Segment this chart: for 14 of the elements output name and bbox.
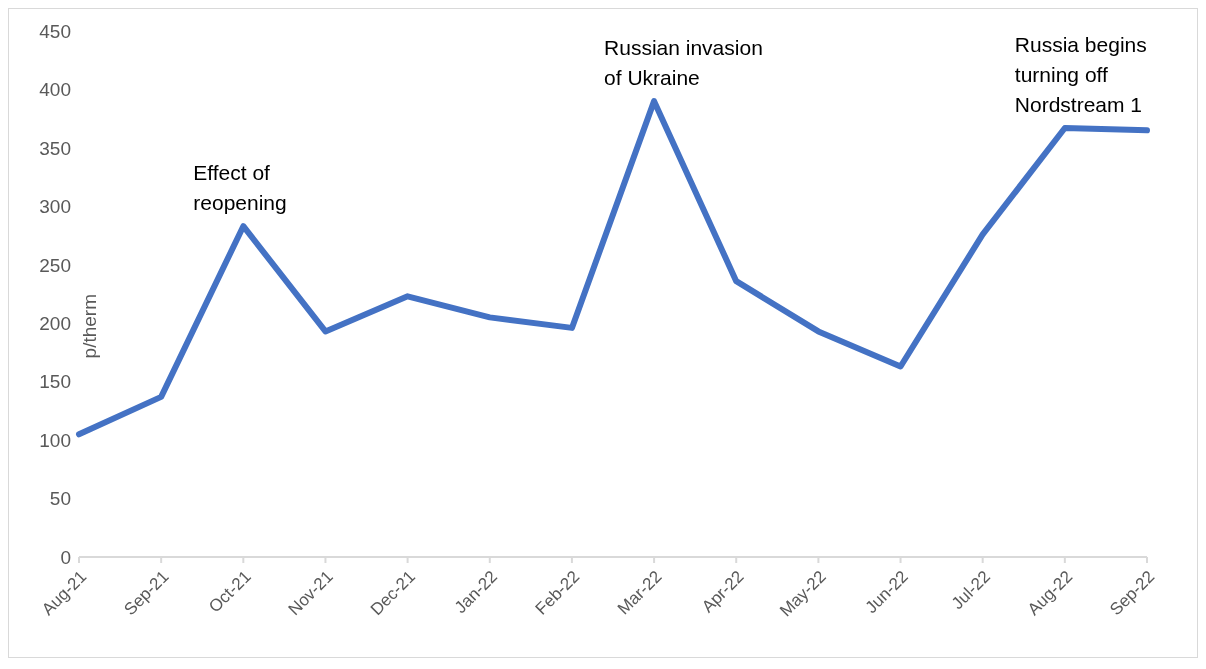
y-tick-label: 150 — [39, 371, 71, 393]
annotation: Russian invasion of Ukraine — [604, 36, 763, 90]
annotation: Effect of reopening — [193, 161, 287, 215]
y-tick-label: 450 — [39, 20, 71, 42]
y-tick-label: 300 — [39, 196, 71, 218]
annotation: Russia begins turning off Nordstream 1 — [1014, 33, 1147, 117]
y-tick-label: 100 — [39, 429, 71, 451]
y-tick-label: 250 — [39, 254, 71, 276]
y-tick-label: 50 — [49, 488, 71, 510]
y-tick-label: 400 — [39, 79, 71, 101]
y-tick-label: 200 — [39, 312, 71, 334]
y-tick-label: 350 — [39, 137, 71, 159]
y-axis-title: p/therm — [78, 294, 100, 359]
y-tick-label: 0 — [60, 546, 71, 568]
